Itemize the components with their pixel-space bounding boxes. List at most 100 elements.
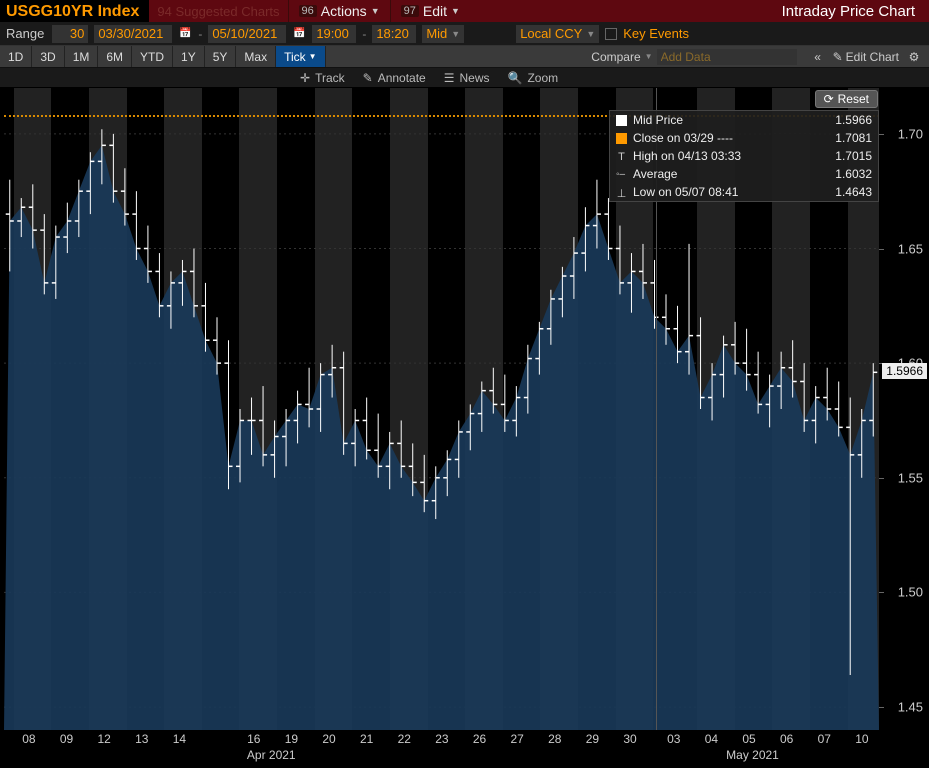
range-button-1y[interactable]: 1Y bbox=[173, 46, 205, 67]
x-tick-label: 23 bbox=[435, 732, 448, 746]
x-tick-label: 09 bbox=[60, 732, 73, 746]
track-tool[interactable]: ✛Track bbox=[300, 71, 345, 85]
legend-name: Average bbox=[633, 167, 818, 181]
collapse-icon[interactable]: « bbox=[809, 48, 827, 66]
time-to-input[interactable] bbox=[372, 25, 416, 43]
currency-dropdown[interactable]: Local CCY ▼ bbox=[516, 25, 599, 43]
caret-down-icon[interactable]: ▼ bbox=[645, 52, 653, 61]
edit-num: 97 bbox=[401, 5, 419, 17]
ticker-symbol: USGG10YR Index bbox=[0, 0, 149, 22]
date-to-input[interactable] bbox=[208, 25, 286, 43]
x-tick-label: 08 bbox=[22, 732, 35, 746]
x-month-label: Apr 2021 bbox=[247, 748, 296, 762]
calendar-icon[interactable]: 📅 bbox=[292, 27, 306, 41]
actions-label: Actions bbox=[321, 3, 367, 19]
actions-num: 96 bbox=[299, 5, 317, 17]
pencil-icon: ✎ bbox=[833, 50, 843, 64]
x-axis: 08 09 12 13 14 16 19 20 21 22 23 26 27 28 29 30 03 04 05 06… bbox=[0, 730, 879, 768]
x-tick-label: 29 bbox=[586, 732, 599, 746]
list-icon: ☰ bbox=[444, 71, 455, 85]
x-tick-label: 28 bbox=[548, 732, 561, 746]
x-tick-label: 22 bbox=[398, 732, 411, 746]
y-tick-label: 1.50 bbox=[898, 585, 923, 600]
x-tick-label: 14 bbox=[173, 732, 186, 746]
y-tick-label: 1.55 bbox=[898, 470, 923, 485]
key-events-checkbox[interactable] bbox=[605, 28, 617, 40]
settings-gear-icon[interactable]: ⚙ bbox=[905, 48, 923, 66]
range-button-tick[interactable]: Tick▼ bbox=[276, 46, 325, 67]
x-tick-label: 30 bbox=[623, 732, 636, 746]
crosshair-icon: ✛ bbox=[300, 71, 310, 85]
range-button-3d[interactable]: 3D bbox=[32, 46, 64, 67]
x-tick-label: 06 bbox=[780, 732, 793, 746]
add-data-input[interactable] bbox=[657, 49, 797, 65]
caret-down-icon: ▼ bbox=[371, 6, 380, 16]
compare-label: Compare bbox=[591, 50, 640, 64]
date-from-input[interactable] bbox=[94, 25, 172, 43]
range-button-5y[interactable]: 5Y bbox=[205, 46, 237, 67]
range-button-row: 1D3D1M6MYTD1Y5YMaxTick▼ Compare ▼ « ✎ Ed… bbox=[0, 46, 929, 68]
caret-down-icon: ▼ bbox=[451, 29, 460, 39]
x-tick-label: 19 bbox=[285, 732, 298, 746]
range-button-1d[interactable]: 1D bbox=[0, 46, 32, 67]
range-label: Range bbox=[4, 26, 46, 41]
chart-legend: ⟳ Reset Mid Price1.5966Close on 03/29 --… bbox=[609, 110, 879, 202]
reset-icon: ⟳ bbox=[824, 92, 834, 106]
price-field-dropdown[interactable]: Mid ▼ bbox=[422, 25, 464, 43]
range-button-6m[interactable]: 6M bbox=[98, 46, 132, 67]
x-tick-label: 16 bbox=[247, 732, 260, 746]
legend-swatch: T bbox=[616, 151, 627, 162]
actions-menu[interactable]: 96 Actions ▼ bbox=[288, 0, 390, 22]
x-tick-label: 03 bbox=[667, 732, 680, 746]
legend-value: 1.6032 bbox=[824, 167, 872, 181]
legend-name: Low on 05/07 08:41 bbox=[633, 185, 818, 199]
legend-name: Mid Price bbox=[633, 113, 818, 127]
key-events-label: Key Events bbox=[623, 26, 689, 41]
range-button-1m[interactable]: 1M bbox=[65, 46, 99, 67]
x-tick-label: 26 bbox=[473, 732, 486, 746]
caret-down-icon: ▼ bbox=[309, 52, 317, 61]
range-button-max[interactable]: Max bbox=[236, 46, 276, 67]
caret-down-icon: ▼ bbox=[586, 29, 595, 39]
date-separator: - bbox=[198, 27, 202, 41]
x-tick-label: 07 bbox=[818, 732, 831, 746]
calendar-icon[interactable]: 📅 bbox=[178, 27, 192, 41]
caret-down-icon: ▼ bbox=[451, 6, 460, 16]
time-separator: - bbox=[362, 27, 366, 41]
chart-tools-row: ✛Track ✎Annotate ☰News 🔍Zoom bbox=[0, 68, 929, 88]
range-button-ytd[interactable]: YTD bbox=[132, 46, 173, 67]
edit-menu[interactable]: 97 Edit ▼ bbox=[390, 0, 470, 22]
x-tick-label: 05 bbox=[742, 732, 755, 746]
annotate-tool[interactable]: ✎Annotate bbox=[363, 71, 426, 85]
x-tick-label: 21 bbox=[360, 732, 373, 746]
legend-name: High on 04/13 03:33 bbox=[633, 149, 818, 163]
y-tick-label: 1.65 bbox=[898, 241, 923, 256]
legend-swatch bbox=[616, 133, 627, 144]
news-tool[interactable]: ☰News bbox=[444, 71, 490, 85]
edit-chart-button[interactable]: ✎ Edit Chart bbox=[829, 50, 903, 64]
range-days-input[interactable] bbox=[52, 25, 88, 43]
suggested-charts-button[interactable]: 94 Suggested Charts bbox=[149, 0, 287, 22]
time-from-input[interactable] bbox=[312, 25, 356, 43]
legend-row: ⊥Low on 05/07 08:411.4643 bbox=[610, 183, 878, 201]
reset-button[interactable]: ⟳ Reset bbox=[815, 90, 878, 108]
edit-label: Edit bbox=[423, 3, 447, 19]
y-tick-label: 1.70 bbox=[898, 126, 923, 141]
pencil-icon: ✎ bbox=[363, 71, 373, 85]
magnifier-icon: 🔍 bbox=[508, 71, 523, 85]
top-menu-bar: USGG10YR Index 94 Suggested Charts 96 Ac… bbox=[0, 0, 929, 22]
x-tick-label: 12 bbox=[97, 732, 110, 746]
legend-swatch bbox=[616, 115, 627, 126]
x-tick-label: 13 bbox=[135, 732, 148, 746]
legend-value: 1.5966 bbox=[824, 113, 872, 127]
price-chart[interactable]: 1.451.501.551.601.651.701.5966 080912131… bbox=[0, 88, 929, 768]
x-tick-label: 20 bbox=[322, 732, 335, 746]
legend-swatch: ⊥ bbox=[616, 187, 627, 198]
x-tick-label: 04 bbox=[705, 732, 718, 746]
parameter-row: Range 📅 - 📅 - Mid ▼ Local CCY ▼ Key Even… bbox=[0, 22, 929, 46]
legend-value: 1.7081 bbox=[824, 131, 872, 145]
x-month-label: May 2021 bbox=[726, 748, 779, 762]
x-tick-label: 27 bbox=[510, 732, 523, 746]
zoom-tool[interactable]: 🔍Zoom bbox=[508, 71, 559, 85]
legend-swatch: ◦– bbox=[616, 169, 627, 180]
